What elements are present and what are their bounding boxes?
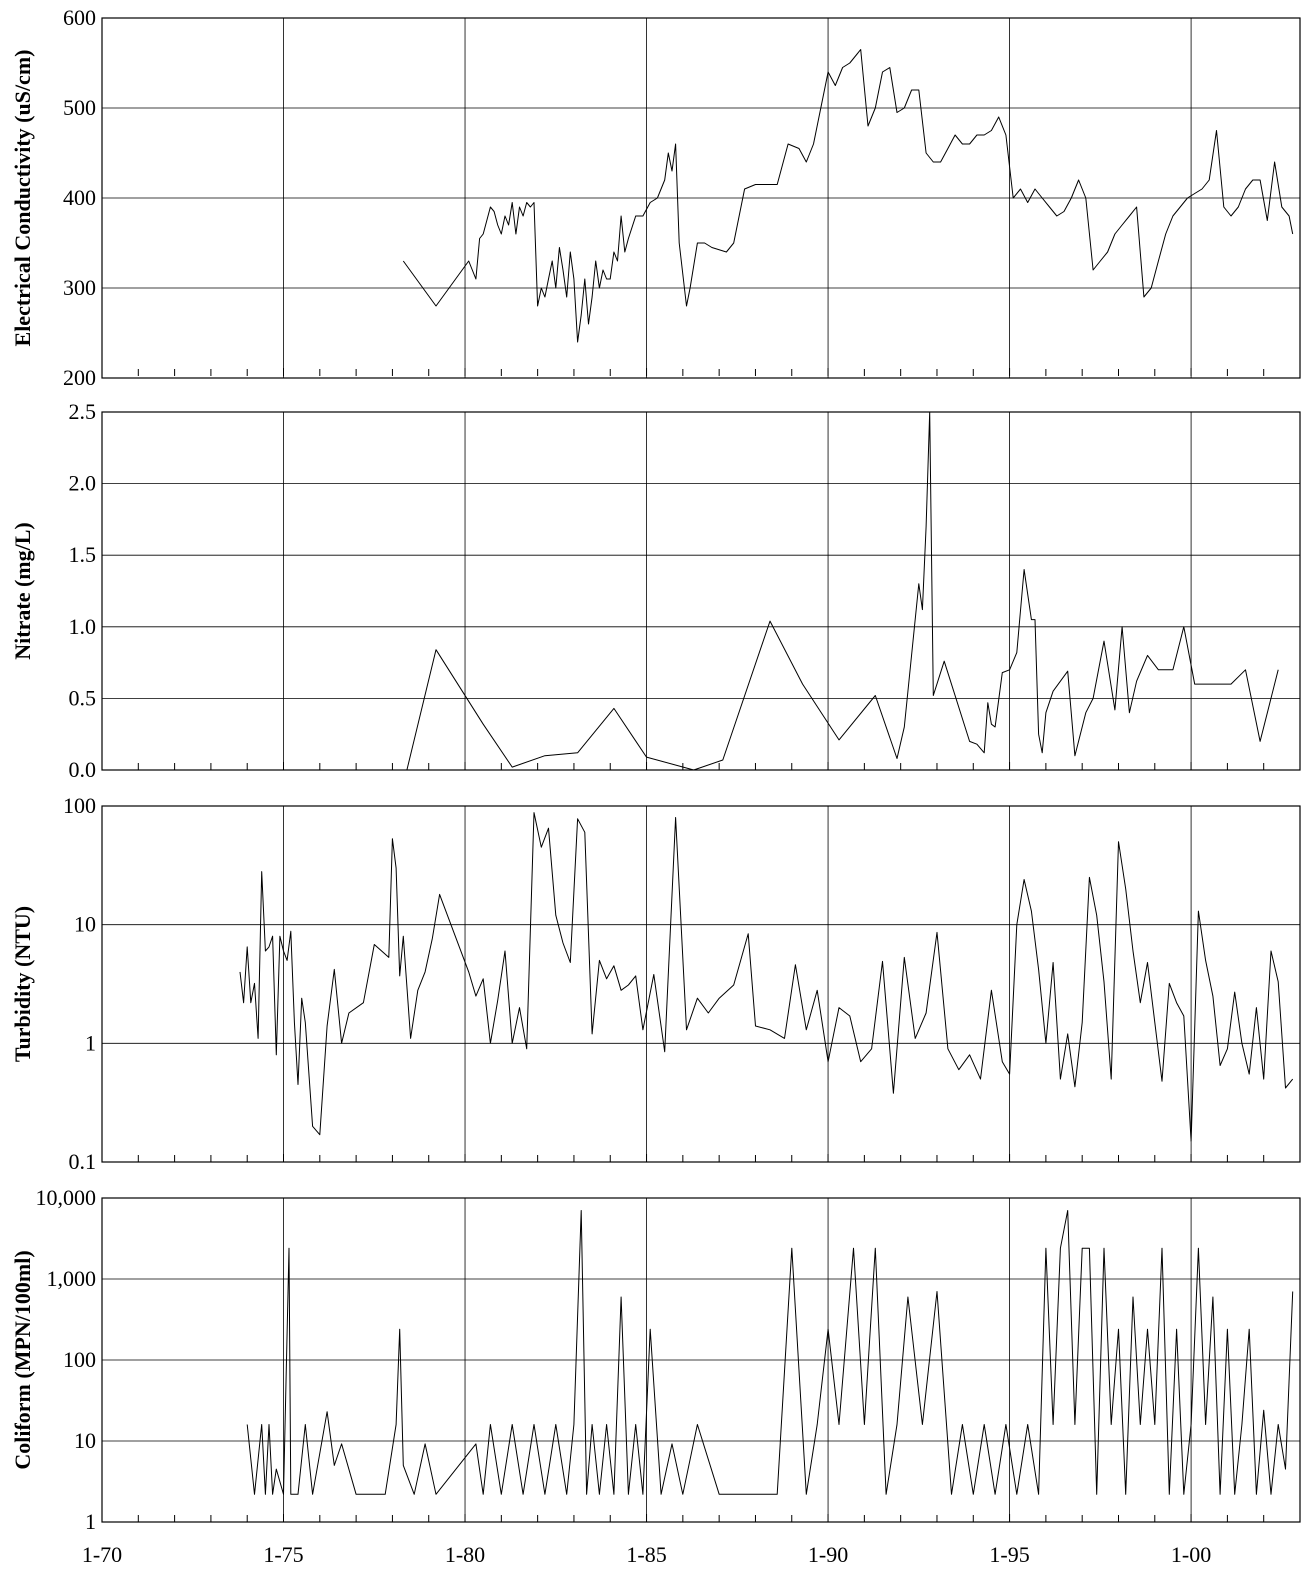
conductivity-y-axis-title: Electrical Conductivity (uS/cm) <box>10 50 35 347</box>
x-tick-label: 1-70 <box>82 1542 122 1567</box>
nitrate-ytick-label: 2.5 <box>69 399 97 424</box>
conductivity-ytick-label: 300 <box>63 275 96 300</box>
conductivity-series-line <box>402 49 1294 343</box>
conductivity-ytick-label: 500 <box>63 95 96 120</box>
turbidity-y-axis-title: Turbidity (NTU) <box>10 906 35 1062</box>
turbidity-ytick-label: 1 <box>85 1030 96 1055</box>
nitrate-plot-frame <box>101 411 1301 771</box>
x-tick-label: 1-00 <box>1171 1542 1211 1567</box>
turbidity-series-line <box>239 812 1294 1142</box>
panel-nitrate: 0.0 0.5 1.0 1.5 2.0 2.5 Nitrate (mg/L) <box>10 399 1301 782</box>
nitrate-ytick-label: 1.5 <box>69 542 97 567</box>
x-tick-label: 1-75 <box>263 1542 303 1567</box>
conductivity-ytick-label: 600 <box>63 5 96 30</box>
conductivity-ytick-label: 200 <box>63 365 96 390</box>
turbidity-ytick-label: 10 <box>74 912 96 937</box>
conductivity-plot-frame <box>101 17 1301 379</box>
coliform-ytick-label: 1 <box>85 1509 96 1534</box>
coliform-series-line <box>246 1210 1294 1495</box>
nitrate-y-axis-title: Nitrate (mg/L) <box>10 522 35 659</box>
nitrate-ytick-label: 0.0 <box>69 757 97 782</box>
nitrate-ytick-label: 1.0 <box>69 614 97 639</box>
x-tick-label: 1-90 <box>808 1542 848 1567</box>
coliform-plot-frame <box>101 1197 1301 1523</box>
panel-turbidity: 0.1 1 10 100 Turbidity (NTU) <box>10 793 1301 1174</box>
x-tick-label: 1-80 <box>445 1542 485 1567</box>
nitrate-ytick-label: 2.0 <box>69 471 97 496</box>
panel-coliform: 1 10 100 1,000 10,000 Coliform (MPN/100ml) 1-7… <box>10 1185 1301 1567</box>
x-tick-label: 1-85 <box>626 1542 666 1567</box>
turbidity-plot-frame <box>101 805 1301 1163</box>
conductivity-ytick-label: 400 <box>63 185 96 210</box>
coliform-y-axis-title: Coliform (MPN/100ml) <box>10 1250 35 1469</box>
coliform-ytick-label: 10 <box>74 1428 96 1453</box>
coliform-ytick-label: 10,000 <box>36 1185 97 1210</box>
x-tick-label: 1-95 <box>989 1542 1029 1567</box>
coliform-ytick-label: 1,000 <box>47 1266 97 1291</box>
panel-conductivity: 200 300 400 500 600 Electrical Conductivity (… <box>10 5 1301 390</box>
nitrate-series-line <box>406 411 1279 771</box>
nitrate-ytick-label: 0.5 <box>69 685 97 710</box>
turbidity-ytick-label: 100 <box>63 793 96 818</box>
coliform-ytick-label: 100 <box>63 1347 96 1372</box>
turbidity-ytick-label: 0.1 <box>69 1149 97 1174</box>
